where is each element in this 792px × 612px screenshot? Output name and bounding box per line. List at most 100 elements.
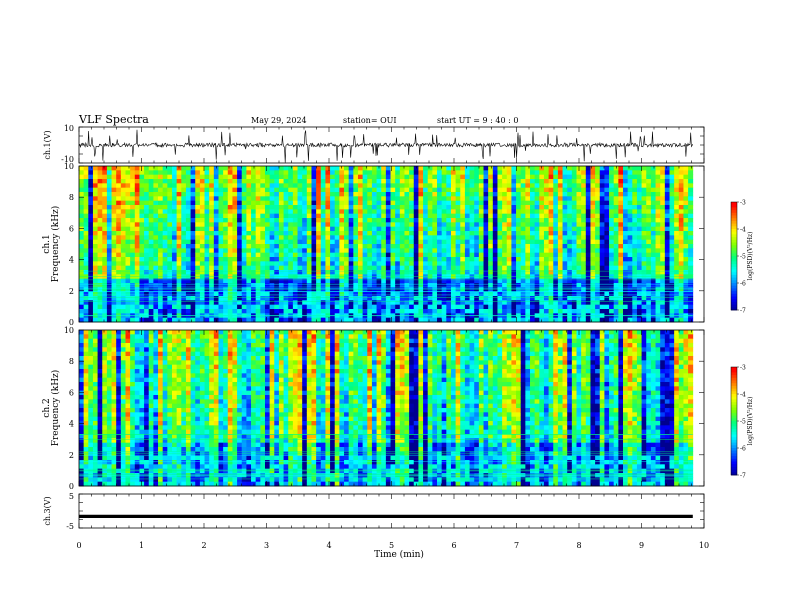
spectrogram-cell	[348, 226, 354, 232]
spectrogram-cell	[381, 248, 387, 254]
spectrogram-cell	[534, 261, 540, 267]
spectrogram-cell	[683, 213, 689, 219]
spectrogram-cell	[478, 317, 484, 323]
spectrogram-cell	[413, 296, 419, 301]
spectrogram-cell	[483, 261, 489, 267]
spectrogram-cell	[525, 166, 531, 171]
spectrogram-cell	[111, 300, 117, 306]
spectrogram-cell	[162, 205, 168, 210]
spectrogram-cell	[599, 209, 605, 215]
spectrogram-cell	[506, 209, 512, 215]
spectrogram-cell	[130, 179, 136, 184]
spectrogram-cell	[357, 209, 364, 215]
spectrogram-cell	[636, 218, 642, 223]
spectrogram-cell	[264, 213, 271, 219]
spectrogram-cell	[116, 261, 122, 267]
spectrogram-cell	[334, 287, 340, 293]
spectrogram-cell	[595, 278, 601, 284]
spectrogram-cell	[562, 192, 568, 197]
spectrogram-cell	[344, 300, 350, 306]
spectrogram-cell	[646, 300, 652, 306]
spectrogram-cell	[678, 235, 684, 241]
spectrogram-cell	[609, 213, 615, 219]
spectrogram-cell	[218, 235, 224, 241]
spectrogram-cell	[367, 183, 373, 189]
spectrogram-cell	[302, 239, 308, 245]
spectrogram-cell	[441, 278, 447, 284]
spectrogram-cell	[413, 278, 419, 284]
spectrogram-cell	[511, 270, 517, 275]
spectrogram-cell	[181, 296, 187, 301]
spectrogram-cell	[557, 226, 563, 232]
spectrogram-cell	[371, 192, 377, 197]
spectrogram-cell	[125, 179, 131, 184]
spectrogram-cell	[339, 257, 345, 262]
spectrogram-cell	[478, 192, 484, 197]
spectrogram-cell	[223, 226, 229, 232]
spectrogram-cell	[450, 257, 457, 262]
spectrogram-cell	[306, 209, 312, 215]
spectrogram-cell	[590, 244, 596, 249]
spectrogram-cell	[311, 296, 317, 301]
spectrogram-cell	[195, 300, 201, 306]
spectrogram-cell	[483, 309, 489, 314]
spectrogram-cell	[525, 205, 531, 210]
spectrogram-cell	[627, 222, 633, 228]
spectrogram-cell	[144, 261, 150, 267]
spectrogram-cell	[413, 231, 419, 236]
spectrogram-cell	[399, 304, 405, 310]
spectrogram-cell	[176, 174, 182, 180]
spectrogram-cell	[390, 187, 396, 193]
spectrogram-cell	[632, 300, 638, 306]
spectrogram-cell	[232, 248, 238, 254]
spectrogram-cell	[395, 283, 401, 288]
spectrogram-cell	[441, 257, 447, 262]
spectrogram-cell	[641, 213, 647, 219]
spectrogram-cell	[395, 187, 401, 193]
spectrogram-cell	[330, 170, 336, 176]
spectrogram-cell	[674, 296, 680, 301]
spectrogram-cell	[367, 296, 373, 301]
spectrogram-cell	[441, 170, 447, 176]
spectrogram-cell	[199, 265, 205, 271]
spectrogram-cell	[102, 291, 108, 297]
spectrogram-cell	[255, 317, 261, 323]
spectrogram-cell	[353, 278, 359, 284]
spectrogram-cell	[478, 179, 484, 184]
spectrogram-cell	[618, 265, 624, 271]
spectrogram-cell	[330, 244, 336, 249]
spectrogram-cell	[199, 170, 205, 176]
spectrogram-cell	[297, 300, 303, 306]
spectrogram-cell	[306, 296, 312, 301]
spectrogram-cell	[660, 187, 666, 193]
spectrogram-cell	[525, 261, 531, 267]
spectrogram-cell	[106, 183, 112, 189]
spectrogram-cell	[255, 205, 261, 210]
spectrogram-cell	[678, 200, 684, 206]
spectrogram-cell	[548, 261, 554, 267]
spectrogram-cell	[348, 209, 354, 215]
spectrogram-cell	[353, 205, 359, 210]
spectrogram-cell	[106, 309, 112, 314]
spectrogram-cell	[83, 222, 89, 228]
spectrogram-cell	[483, 192, 489, 197]
spectrogram-cell	[613, 183, 619, 189]
spectrogram-cell	[92, 261, 98, 267]
spectrogram-cell	[571, 261, 577, 267]
spectrogram-cell	[413, 209, 419, 215]
spectrogram-cell	[543, 317, 550, 323]
spectrogram-cell	[506, 265, 512, 271]
spectrogram-cell	[418, 283, 424, 288]
spectrogram-cell	[344, 170, 350, 176]
spectrogram-cell	[474, 205, 480, 210]
spectrogram-cell	[492, 196, 498, 202]
spectrogram-cell	[102, 248, 108, 254]
spectrogram-cell	[609, 183, 615, 189]
spectrogram-cell	[232, 296, 238, 301]
spectrogram-cell	[609, 239, 615, 245]
spectrogram-cell	[367, 287, 373, 293]
spectrogram-cell	[241, 222, 247, 228]
spectrogram-cell	[441, 183, 447, 189]
spectrogram-cell	[450, 309, 457, 314]
spectrogram-cell	[246, 205, 252, 210]
